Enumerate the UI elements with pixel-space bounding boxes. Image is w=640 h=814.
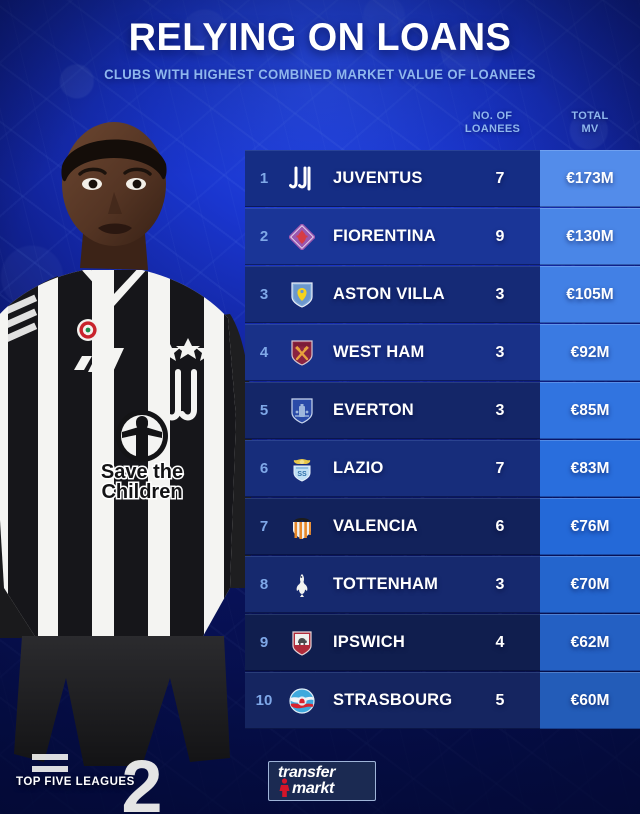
table-row[interactable]: 10 STRASBOURG 5 €60M — [245, 672, 640, 729]
strasbourg-crest — [283, 684, 321, 718]
header: RELYING ON LOANS CLUBS WITH HIGHEST COMB… — [0, 18, 640, 82]
club-name: LAZIO — [333, 459, 384, 477]
loanees-count: 7 — [495, 459, 505, 477]
row-background — [245, 150, 540, 207]
loanees-count: 4 — [495, 633, 505, 651]
total-market-value: €105M — [540, 266, 640, 323]
tottenham-crest — [283, 568, 321, 602]
west-ham-crest — [283, 336, 321, 370]
total-market-value: €92M — [540, 324, 640, 381]
loanees-count: 9 — [495, 227, 505, 245]
table-row[interactable]: 6 SS LAZIO 7 €83M — [245, 440, 640, 497]
club-name: JUVENTUS — [333, 169, 423, 187]
loanees-count: 7 — [495, 169, 505, 187]
rank-number: 1 — [259, 170, 269, 187]
table-row[interactable]: 5 EVERTON 3 €85M — [245, 382, 640, 439]
everton-crest — [283, 394, 321, 428]
loanees-count: 3 — [495, 343, 505, 361]
loanees-count: 6 — [495, 517, 505, 535]
total-market-value: €85M — [540, 382, 640, 439]
mv-header-line1: TOTAL — [571, 110, 609, 122]
svg-text:SS: SS — [297, 471, 307, 478]
valencia-crest — [283, 510, 321, 544]
club-name: IPSWICH — [333, 633, 405, 651]
club-name: TOTTENHAM — [333, 575, 439, 593]
club-name: FIORENTINA — [333, 227, 436, 245]
svg-text:2: 2 — [121, 745, 162, 814]
column-header-mv: TOTAL MV — [540, 108, 640, 136]
total-market-value: €83M — [540, 440, 640, 497]
table-row[interactable]: 9 IPSWICH 4 €62M — [245, 614, 640, 671]
svg-text:Children: Children — [101, 481, 182, 503]
total-market-value: €70M — [540, 556, 640, 613]
row-background — [245, 556, 540, 613]
total-market-value: €130M — [540, 208, 640, 265]
lazio-crest: SS — [283, 452, 321, 486]
ipswich-crest — [283, 626, 321, 660]
table-body: 1 JUVENTUS 7 €173M 2 FIORENTINA 9 €130M … — [245, 150, 640, 729]
loanees-count: 3 — [495, 401, 505, 419]
rank-number: 9 — [259, 634, 269, 651]
loanees-count: 3 — [495, 285, 505, 303]
page-title: RELYING ON LOANS — [128, 16, 512, 59]
rank-number: 6 — [259, 460, 269, 477]
rank-number: 7 — [259, 518, 269, 535]
page-subtitle: CLUBS WITH HIGHEST COMBINED MARKET VALUE… — [104, 66, 536, 82]
table-row[interactable]: 2 FIORENTINA 9 €130M — [245, 208, 640, 265]
club-name: EVERTON — [333, 401, 414, 419]
table-row[interactable]: 7 VALENCIA 6 €76M — [245, 498, 640, 555]
total-market-value: €60M — [540, 672, 640, 729]
club-name: VALENCIA — [333, 517, 418, 535]
rank-number: 3 — [259, 286, 269, 303]
aston-villa-crest — [283, 278, 321, 312]
table-row[interactable]: 4 WEST HAM 3 €92M — [245, 324, 640, 381]
svg-text:Save the: Save the — [101, 461, 183, 483]
loanees-header-line1: NO. OF — [472, 110, 513, 122]
logo-line-markt: markt — [292, 780, 335, 797]
mv-header-line2: MV — [581, 122, 599, 135]
logo-figure-icon — [279, 778, 290, 797]
rank-number: 10 — [255, 692, 273, 709]
loanees-count: 5 — [495, 691, 505, 709]
table-header-row: NO. OF LOANEES TOTAL MV — [245, 108, 640, 150]
club-name: STRASBOURG — [333, 691, 453, 709]
table-row[interactable]: 3 ASTON VILLA 3 €105M — [245, 266, 640, 323]
table-row[interactable]: 1 JUVENTUS 7 €173M — [245, 150, 640, 207]
logo-line-transfer: transfer — [278, 764, 336, 782]
loanees-count: 3 — [495, 575, 505, 593]
juventus-crest — [283, 162, 321, 196]
total-market-value: €62M — [540, 614, 640, 671]
total-market-value: €76M — [540, 498, 640, 555]
total-market-value: €173M — [540, 150, 640, 207]
transfermarkt-logo: transfer markt — [268, 761, 376, 801]
club-name: WEST HAM — [333, 343, 425, 361]
rank-number: 8 — [259, 576, 269, 593]
table-row[interactable]: 8 TOTTENHAM 3 €70M — [245, 556, 640, 613]
rankings-table: NO. OF LOANEES TOTAL MV 1 JUVENTUS 7 €17… — [245, 108, 640, 730]
player-photo: Save the Children 2 — [0, 118, 254, 814]
column-header-loanees: NO. OF LOANEES — [445, 108, 540, 136]
rank-number: 5 — [259, 402, 269, 419]
rank-number: 2 — [259, 228, 269, 245]
rank-number: 4 — [259, 344, 269, 361]
fiorentina-crest — [283, 220, 321, 254]
club-name: ASTON VILLA — [333, 285, 445, 303]
footer-note: TOP FIVE LEAGUES — [16, 776, 135, 788]
loanees-header-line2: LOANEES — [464, 122, 521, 135]
